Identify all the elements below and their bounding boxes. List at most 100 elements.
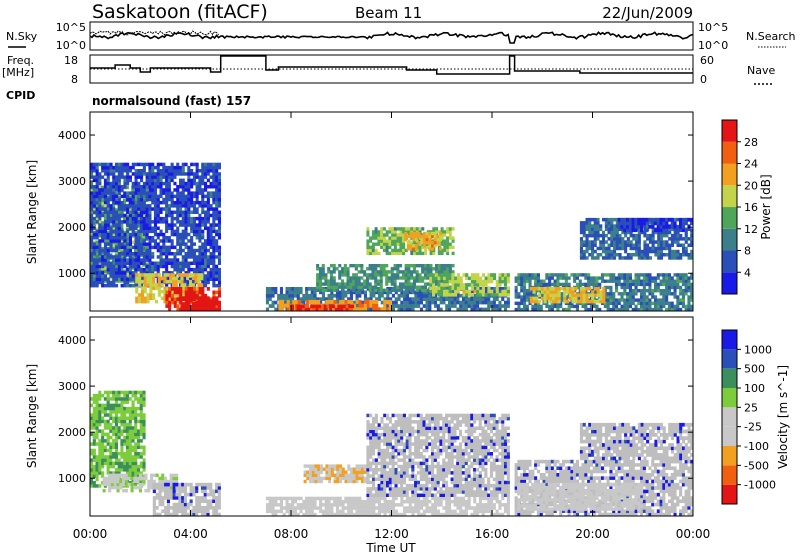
power-cell	[670, 233, 674, 238]
power-cell	[366, 242, 370, 246]
power-cell	[690, 298, 694, 302]
power-cell	[190, 267, 194, 272]
power-cell	[415, 264, 419, 268]
power-cell	[646, 243, 650, 247]
power-cell	[195, 216, 199, 221]
power-cell	[549, 296, 553, 301]
power-cell	[343, 270, 347, 274]
power-cell	[607, 253, 611, 257]
power-cell	[432, 276, 436, 281]
power-cell	[470, 307, 474, 312]
power-cell	[464, 307, 468, 312]
power-cell	[587, 276, 591, 280]
power-cell	[443, 248, 447, 253]
power-cell	[137, 252, 141, 256]
power-cell	[549, 299, 553, 304]
power-cell	[286, 307, 290, 312]
power-cell	[679, 243, 683, 247]
power-cell	[142, 204, 146, 208]
power-cell	[631, 282, 635, 287]
power-cell	[459, 304, 463, 308]
power-cell	[192, 181, 196, 186]
power-cell	[112, 271, 116, 275]
power-cell	[128, 165, 132, 170]
power-cell	[459, 307, 463, 312]
power-cell	[176, 236, 180, 240]
power-cell	[399, 236, 403, 240]
power-cell	[329, 276, 333, 280]
power-cell	[582, 290, 586, 294]
power-cell	[640, 228, 644, 233]
power-cell	[170, 178, 174, 183]
power-cell	[346, 273, 350, 277]
power-cell	[520, 273, 524, 277]
power-cell	[341, 290, 345, 295]
power-cell	[204, 267, 208, 272]
power-cell	[375, 290, 379, 295]
power-cell	[418, 245, 422, 249]
power-cell	[432, 251, 436, 256]
power-cell	[137, 264, 141, 269]
power-cell	[187, 239, 191, 243]
power-cell	[434, 297, 438, 301]
power-cell	[423, 264, 427, 268]
power-cell	[217, 290, 221, 295]
power-cell	[476, 276, 480, 281]
power-cell	[690, 282, 694, 287]
noise-right-tick-top: 10^5	[698, 21, 728, 34]
power-cell	[204, 293, 208, 298]
power-cell	[615, 298, 619, 302]
power-cell	[98, 252, 102, 256]
velocity-cell	[90, 413, 94, 417]
power-cell	[656, 298, 660, 302]
power-cell	[670, 307, 674, 312]
power-cell	[162, 271, 166, 275]
power-cell	[114, 192, 118, 196]
power-cell	[153, 165, 157, 170]
power-cell	[690, 230, 694, 235]
power-cell	[212, 162, 216, 167]
power-cell	[534, 276, 538, 280]
power-cell	[628, 224, 632, 229]
power-cell	[592, 282, 596, 287]
power-cell	[198, 255, 202, 259]
power-cell	[391, 242, 395, 246]
power-cell	[673, 285, 677, 290]
power-cell	[352, 273, 356, 277]
power-cell	[543, 299, 547, 304]
power-cell	[412, 237, 416, 242]
power-cell	[201, 252, 205, 256]
power-cell	[676, 282, 680, 287]
power-cell	[413, 227, 417, 231]
velocity-cell	[92, 432, 96, 437]
power-cell	[217, 216, 221, 221]
power-cell	[329, 285, 333, 289]
velocity-cell	[90, 448, 94, 453]
power-cell	[123, 277, 127, 281]
power-cell	[358, 290, 362, 295]
power-cell	[206, 274, 210, 278]
power-cell	[184, 226, 188, 230]
power-cell	[484, 283, 488, 287]
power-cell	[179, 165, 183, 170]
power-cell	[335, 282, 339, 286]
power-cell	[393, 227, 397, 231]
power-cell	[549, 293, 553, 297]
power-cell	[568, 293, 572, 297]
power-cell	[656, 224, 660, 229]
power-cell	[390, 288, 394, 292]
power-cell	[156, 220, 160, 224]
power-cell	[352, 303, 356, 308]
power-cell	[388, 307, 392, 312]
power-cell	[192, 248, 196, 253]
power-cell	[425, 293, 429, 298]
power-cell	[173, 181, 177, 186]
power-colorbar-swatch	[722, 228, 737, 251]
power-cell	[514, 292, 518, 296]
power-cell	[209, 223, 213, 227]
power-cell	[676, 279, 680, 283]
power-cell	[101, 239, 105, 243]
power-cell	[217, 300, 221, 305]
power-cell	[140, 229, 144, 234]
power-cell	[186, 302, 190, 306]
